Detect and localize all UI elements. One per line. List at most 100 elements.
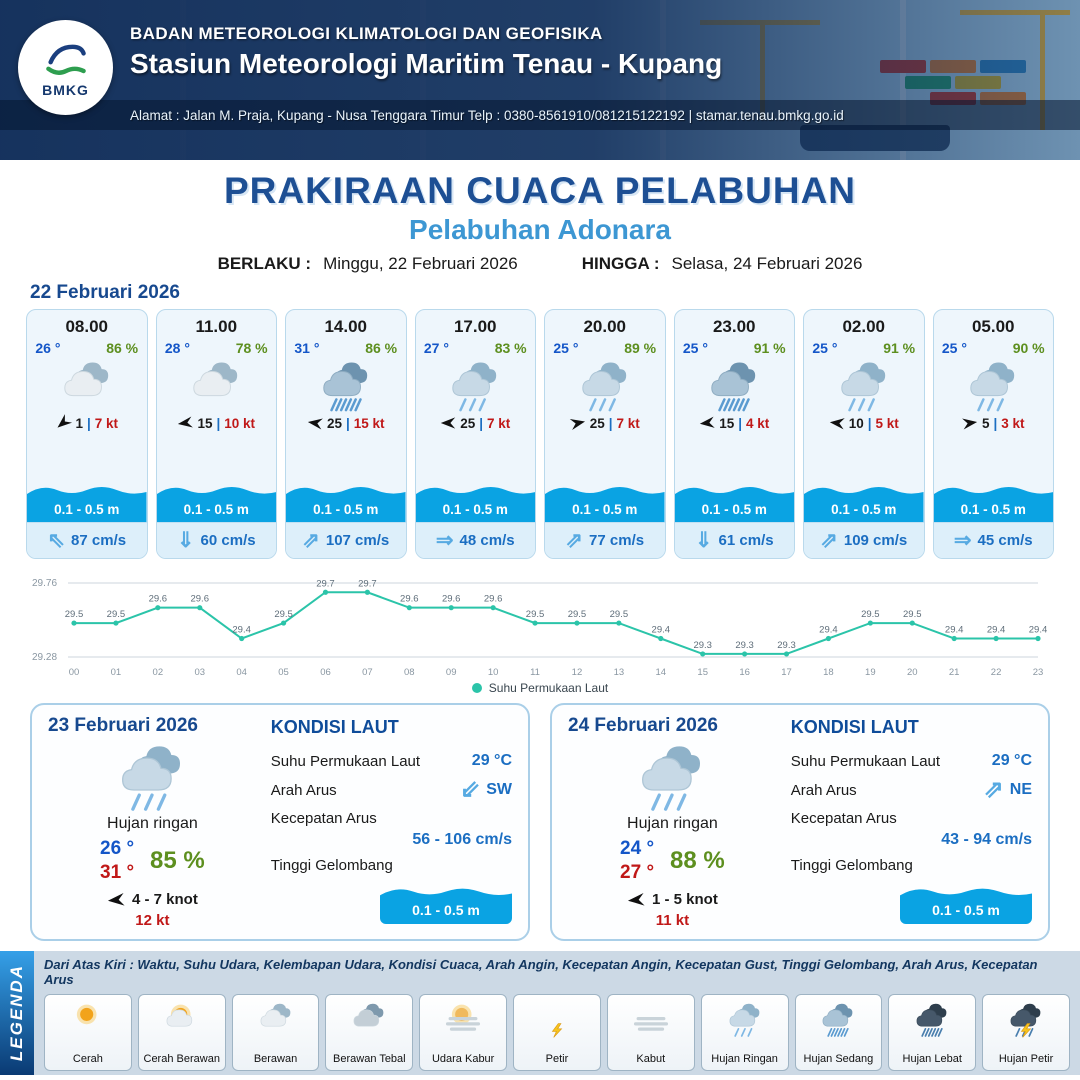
current-speed: 61 cm/s — [718, 532, 774, 549]
wind-speed: 25 — [589, 415, 605, 431]
temp-max: 31 ° — [100, 861, 135, 883]
hourly-cards-row: 08.00 26 ° 86 % 1 | 7 kt 0.1 - 0.5 m — [0, 309, 1080, 559]
wave-band: 0.1 - 0.5 m — [674, 478, 794, 522]
weather-icon — [570, 357, 640, 413]
weather-icon — [440, 357, 510, 413]
time-label: 20.00 — [583, 317, 627, 336]
legend-description: Dari Atas Kiri : Waktu, Suhu Udara, Kele… — [44, 957, 1038, 987]
svg-text:12: 12 — [572, 667, 583, 678]
page-title: PRAKIRAAN CUACA PELABUHAN — [223, 170, 857, 211]
svg-text:05: 05 — [278, 667, 289, 678]
wave-shape-icon — [380, 888, 512, 924]
temp-humidity-row: 25 ° 90 % — [942, 340, 1045, 356]
temp-humidity-row: 26 ° 86 % — [35, 340, 138, 356]
weather-icon — [105, 739, 199, 813]
svg-text:29.5: 29.5 — [861, 609, 880, 620]
svg-text:29.5: 29.5 — [65, 609, 84, 620]
current-row: ⇗ 107 cm/s — [286, 522, 406, 558]
address-text: Alamat : Jalan M. Praja, Kupang - Nusa T… — [130, 107, 844, 123]
chart-legend-dot — [471, 683, 482, 693]
wave-band: 0.1 - 0.5 m — [545, 478, 665, 522]
legend-item: Udara Kabur — [419, 994, 508, 1071]
svg-text:29.76: 29.76 — [32, 578, 57, 589]
svg-text:18: 18 — [823, 667, 834, 678]
hourly-card: 11.00 28 ° 78 % 15 | 10 kt 0.1 - 0.5 m — [155, 309, 277, 559]
hourly-card: 17.00 27 ° 83 % 25 | 7 kt 0.1 - 0.5 m — [414, 309, 536, 559]
humidity: 90 % — [1012, 340, 1045, 356]
wind-direction-icon — [107, 892, 125, 906]
time-label: 11.00 — [195, 317, 238, 336]
wave-shape-icon — [156, 487, 276, 522]
berlaku-label: BERLAKU : — [217, 254, 312, 273]
temp-max: 27 ° — [620, 861, 655, 883]
svg-text:13: 13 — [614, 667, 625, 678]
hourly-date: 22 Februari 2026 — [30, 282, 180, 303]
wind-row: 15 | 4 kt — [699, 415, 769, 431]
svg-text:29.4: 29.4 — [1029, 625, 1048, 636]
wind-direction-icon — [57, 414, 73, 428]
humidity: 86 % — [106, 340, 139, 356]
legend-item: Berawan — [231, 994, 320, 1071]
humidity: 86 % — [365, 340, 398, 356]
daily-weather-column: 23 Februari 2026 Hujan ringan 26 ° 31 ° … — [48, 715, 257, 929]
wave-band: 0.1 - 0.5 m — [933, 478, 1053, 522]
legend-title-bar: LEGENDA — [0, 951, 34, 1075]
current-speed-value: 56 - 106 cm/s — [412, 831, 512, 848]
humidity: 89 % — [624, 340, 657, 356]
address-strip: Alamat : Jalan M. Praja, Kupang - Nusa T… — [0, 100, 1080, 130]
sst-chart: 29.76 29.28 29.5 00 29.5 01 29.6 02 29.6 03 29.4 04… — [32, 578, 1048, 678]
svg-text:29.3: 29.3 — [735, 640, 754, 651]
weather-icon — [311, 357, 381, 413]
header: Alamat : Jalan M. Praja, Kupang - Nusa T… — [0, 0, 1080, 160]
wind-direction-icon — [178, 416, 194, 428]
air-temperature: 25 ° — [682, 340, 708, 356]
air-temperature: 25 ° — [941, 340, 967, 356]
legend-item-label: Udara Kabur — [431, 1053, 495, 1066]
current-direction-icon: ⇗ — [983, 776, 1004, 803]
legend-item-label: Hujan Petir — [998, 1053, 1054, 1066]
wind-row: 25 | 7 kt — [569, 415, 640, 431]
title-block: PRAKIRAAN CUACA PELABUHAN Pelabuhan Adon… — [0, 170, 1080, 274]
sea-conditions-column: KONDISI LAUT Suhu Permukaan Laut 29 °C A… — [777, 715, 1032, 929]
svg-text:29.6: 29.6 — [400, 594, 419, 605]
current-row: ⇒ 45 cm/s — [933, 522, 1053, 558]
wave-height: 0.1 - 0.5 m — [572, 502, 638, 517]
wind-speed: 10 — [848, 415, 864, 431]
daily-cards-row: 23 Februari 2026 Hujan ringan 26 ° 31 ° … — [0, 695, 1080, 941]
wind-row: 25 | 7 kt — [440, 415, 510, 431]
current-direction-icon: ⇓ — [176, 529, 195, 552]
hujan-lebat-icon — [909, 1000, 955, 1038]
wave-shape-icon — [674, 487, 794, 522]
current-row: ⇓ 60 cm/s — [156, 522, 276, 558]
agency-name: BADAN METEOROLOGI KLIMATOLOGI DAN GEOFIS… — [130, 24, 603, 43]
wave-band: 0.1 - 0.5 m — [900, 882, 1032, 924]
wind-row: 25 | 15 kt — [307, 415, 385, 431]
logo-label: BMKG — [42, 81, 89, 98]
svg-text:29.28: 29.28 — [32, 652, 57, 663]
hourly-card: 05.00 25 ° 90 % 5 | 3 kt 0.1 - 0.5 m — [932, 309, 1054, 559]
weather-icon — [52, 357, 122, 413]
current-speed: 60 cm/s — [200, 532, 256, 549]
current-speed-label: Kecepatan Arus — [270, 810, 377, 827]
separator: | — [867, 415, 872, 431]
hourly-card: 14.00 31 ° 86 % 25 | 15 kt 0.1 - 0.5 m — [285, 309, 407, 559]
sea-conditions-heading: KONDISI LAUT — [270, 717, 399, 737]
daily-temps: 26 ° 31 ° 85 % — [100, 837, 205, 885]
wave-height-label: Tinggi Gelombang — [790, 857, 913, 874]
time-label: 23.00 — [712, 317, 756, 336]
svg-text:29.6: 29.6 — [190, 594, 209, 605]
wind-row: 1 | 7 kt — [55, 414, 118, 431]
humidity: 91 % — [883, 340, 916, 356]
wave-band: 0.1 - 0.5 m — [286, 478, 406, 522]
air-temperature: 28 ° — [164, 340, 190, 356]
svg-text:29.5: 29.5 — [568, 609, 587, 620]
wind-direction-icon — [627, 892, 645, 906]
wave-height: 0.1 - 0.5 m — [960, 502, 1026, 517]
wave-shape-icon — [933, 487, 1053, 522]
air-temperature: 31 ° — [294, 340, 320, 356]
svg-text:21: 21 — [949, 667, 960, 678]
wind-row: 15 | 10 kt — [177, 415, 255, 431]
wave-band: 0.1 - 0.5 m — [804, 478, 924, 522]
current-direction-icon: ⇖ — [47, 529, 66, 552]
svg-text:04: 04 — [236, 667, 247, 678]
